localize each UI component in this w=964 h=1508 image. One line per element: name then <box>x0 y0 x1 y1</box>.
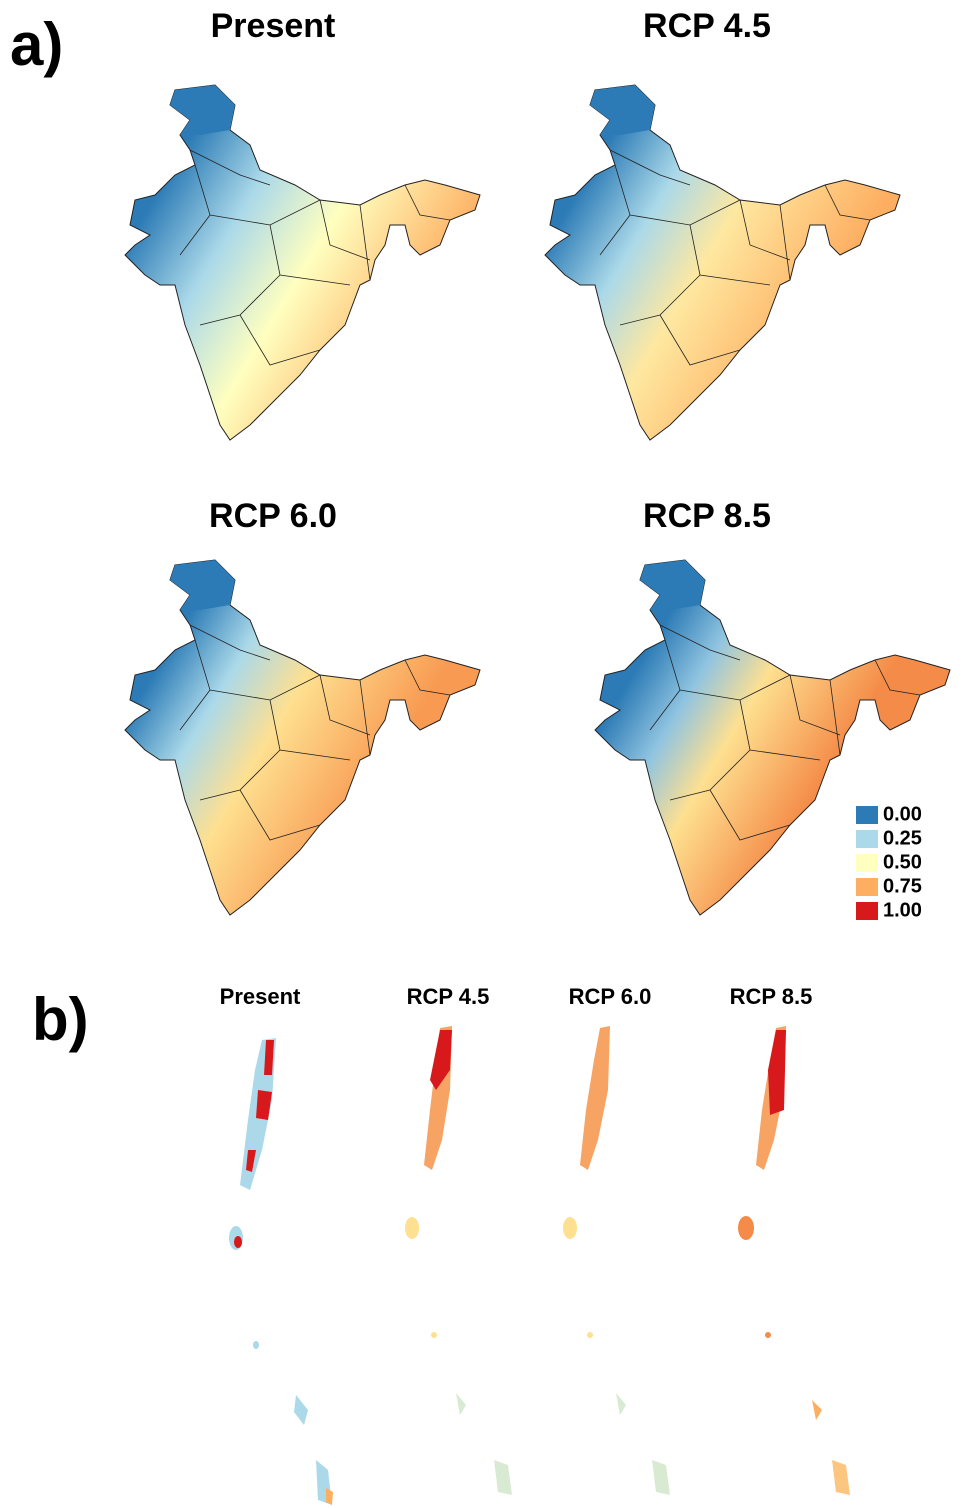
island-map <box>738 1026 850 1495</box>
legend-swatch <box>856 806 878 824</box>
island-map <box>563 1026 670 1495</box>
island-map <box>405 1026 512 1495</box>
legend-label: 0.00 <box>883 803 922 825</box>
legend-swatch <box>856 854 878 872</box>
map-title: RCP 4.5 <box>643 7 771 45</box>
legend-swatch <box>856 902 878 920</box>
island-map <box>229 1038 333 1505</box>
panel-label: a) <box>10 11 63 78</box>
map-title: RCP 8.5 <box>730 984 813 1009</box>
legend-label: 1.00 <box>883 899 922 921</box>
figure: a) Present RCP 4.5 RCP 6.0 RCP 8.5 0.000… <box>0 0 964 1508</box>
legend-swatch <box>856 830 878 848</box>
legend-label: 0.25 <box>883 827 922 849</box>
india-map <box>125 85 480 440</box>
map-title: RCP 6.0 <box>209 497 337 535</box>
map-title: Present <box>220 984 301 1009</box>
map-title: RCP 6.0 <box>569 984 652 1009</box>
india-map <box>125 560 480 915</box>
panel-label: b) <box>32 986 89 1053</box>
legend-label: 0.75 <box>883 875 922 897</box>
legend-label: 0.50 <box>883 851 922 873</box>
map-title: Present <box>211 7 336 45</box>
legend-swatch <box>856 878 878 896</box>
map-title: RCP 8.5 <box>643 497 771 535</box>
india-map <box>545 85 900 440</box>
map-title: RCP 4.5 <box>407 984 490 1009</box>
legend: 0.000.250.500.751.00 <box>856 803 922 921</box>
